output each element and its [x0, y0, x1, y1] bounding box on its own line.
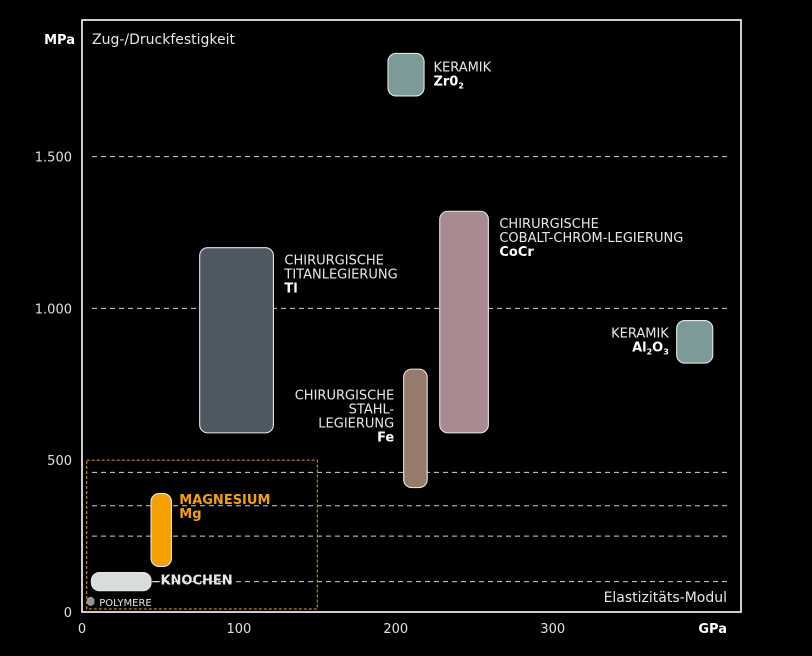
polymere-range-box — [86, 596, 95, 606]
cocr-range-box — [439, 210, 489, 434]
ti-range-box — [199, 247, 274, 434]
y-axis-title: Zug-/Druckfestigkeit — [92, 32, 236, 48]
mg-range-box — [150, 493, 172, 568]
ti-label-line: TITANLEGIERUNG — [283, 267, 397, 282]
fe-formula: Fe — [377, 430, 394, 445]
y-tick-label: 0 — [64, 606, 72, 621]
plot-frame — [81, 19, 742, 613]
axis-ticks: 0 500 1.000 1.500 0 100 200 300 — [35, 151, 565, 637]
fe-label-line: CHIRURGISCHE — [295, 388, 395, 403]
y-tick-label: 1.500 — [35, 151, 72, 166]
y-tick-label: 500 — [47, 454, 72, 469]
ti-formula: Tl — [284, 281, 297, 296]
cocr-formula: CoCr — [499, 245, 534, 260]
cocr-label-line: CHIRURGISCHE — [499, 217, 599, 232]
ti-label-line: CHIRURGISCHE — [284, 253, 384, 268]
material-boxes — [86, 52, 714, 606]
al2o3-label-line: KERAMIK — [611, 326, 669, 341]
al2o3-formula: Al2O3 — [632, 340, 669, 356]
x-unit-label: GPa — [698, 622, 727, 637]
zro2-range-box — [387, 52, 425, 97]
x-tick-label: 100 — [226, 622, 251, 637]
x-tick-label: 300 — [540, 622, 565, 637]
x-tick-label: 0 — [78, 622, 86, 637]
knochen-range-box — [90, 571, 152, 592]
knochen-label-line: KNOCHEN — [160, 574, 232, 589]
fe-range-box — [403, 368, 428, 489]
mg-label-line: MAGNESIUM — [179, 493, 270, 508]
fe-label-line: STAHL- — [349, 402, 395, 417]
material-labels: KERAMIKZr02CHIRURGISCHETITANLEGIERUNGTlC… — [99, 61, 683, 609]
y-unit-label: MPa — [44, 33, 75, 48]
zro2-formula: Zr02 — [433, 75, 463, 91]
x-axis-title: Elastizitäts-Modul — [604, 590, 727, 606]
fe-label-line: LEGIERUNG — [318, 416, 394, 431]
mg-formula: Mg — [179, 507, 201, 522]
al2o3-range-box — [676, 320, 714, 364]
y-tick-label: 1.000 — [35, 302, 72, 317]
magnesium-bone-highlight-box — [86, 459, 318, 610]
x-tick-label: 200 — [383, 622, 408, 637]
cocr-label-line: COBALT-CHROM-LEGIERUNG — [499, 231, 683, 246]
zro2-label-line: KERAMIK — [433, 61, 491, 76]
polymere-label-line: POLYMERE — [99, 598, 151, 609]
